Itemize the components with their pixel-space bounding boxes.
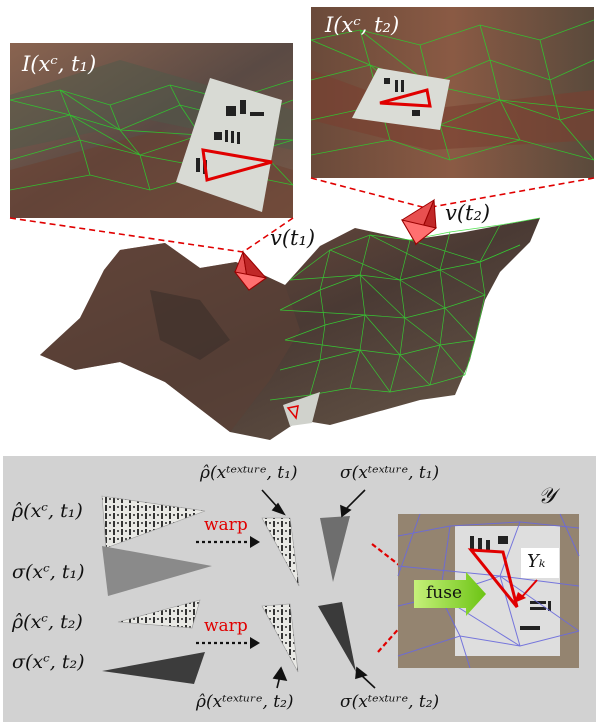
- rho-tex-t1-label: ρ̂(xᵗᵉˣᵗᵘʳᵉ, t₁): [200, 463, 298, 483]
- yk-label-box: [521, 548, 559, 578]
- variance-triangle-tex-t1: [320, 516, 350, 582]
- camera-label-t1: v(t₁): [270, 226, 316, 250]
- texture-triangle-tex-t2: [261, 603, 299, 673]
- sigma-c-t2-label: σ(xᶜ, t₂): [12, 651, 85, 673]
- fuse-arrow: [414, 572, 486, 616]
- variance-triangle-c-t2: [102, 652, 205, 684]
- variance-triangle-c-t1: [102, 546, 212, 596]
- label-pointers: [261, 489, 376, 689]
- camera-icon-t2: [400, 198, 438, 246]
- projection-lines-t2: [310, 177, 595, 209]
- warp-arrow-2: [196, 637, 260, 649]
- output-label: 𝒴: [538, 484, 556, 509]
- variance-triangle-tex-t2: [318, 602, 356, 672]
- rho-tex-t2-label: ρ̂(xᵗᵉˣᵗᵘʳᵉ, t₂): [196, 692, 294, 712]
- rho-c-t2-label: ρ̂(xᶜ, t₂): [12, 611, 83, 633]
- texture-triangle-c-t2: [117, 599, 201, 629]
- view-label-t1: I(xᶜ, t₁): [22, 52, 97, 76]
- camera-icon-t1: [233, 250, 268, 291]
- fuse-label: fuse: [426, 583, 463, 603]
- texture-triangle-c-t1: [101, 495, 206, 549]
- sigma-tex-t2-label: σ(xᵗᵉˣᵗᵘʳᵉ, t₂): [340, 692, 440, 712]
- warp-label-2: warp: [204, 616, 248, 636]
- texture-triangle-tex-t1: [261, 517, 300, 587]
- fusion-graphics: [101, 489, 580, 689]
- rho-c-t1-label: ρ̂(xᶜ, t₁): [12, 500, 83, 522]
- mesh-wireframe: [269, 217, 541, 401]
- terrain-target-patch: [283, 392, 320, 426]
- view-image-t2: [310, 7, 595, 178]
- warp-arrow-1: [196, 536, 260, 548]
- projection-lines-t1: [9, 217, 294, 253]
- yk-label: Yₖ: [527, 551, 546, 572]
- camera-label-t2: v(t₂): [445, 201, 491, 225]
- terrain-model: [40, 217, 541, 440]
- view-label-t2: I(xᶜ, t₂): [325, 13, 400, 37]
- sigma-c-t1-label: σ(xᶜ, t₁): [12, 561, 85, 583]
- fused-output-image: [397, 513, 580, 669]
- warp-label-1: warp: [204, 515, 248, 535]
- view-image-t1: [9, 43, 294, 218]
- top-scene: [9, 7, 595, 440]
- sigma-tex-t1-label: σ(xᵗᵉˣᵗᵘʳᵉ, t₁): [340, 463, 440, 483]
